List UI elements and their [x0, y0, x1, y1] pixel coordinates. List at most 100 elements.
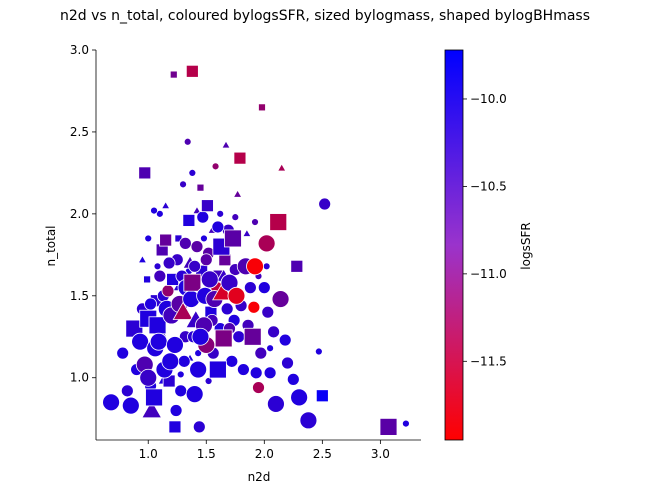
data-point-circle: [251, 218, 259, 226]
data-point-circle: [237, 363, 250, 376]
data-point-circle: [196, 210, 210, 224]
data-point-circle: [281, 356, 294, 370]
data-point-circle: [402, 419, 410, 428]
x-tick-label: 3.0: [371, 447, 390, 461]
data-point-circle: [200, 234, 208, 243]
data-point-circle: [116, 346, 130, 360]
data-point-circle: [190, 240, 204, 254]
data-point-circle: [102, 393, 120, 412]
data-point-circle: [225, 354, 239, 368]
data-point-square: [201, 199, 214, 213]
colorbar-tick-label: −10.0: [470, 92, 507, 106]
y-tick-label: 1.0: [70, 371, 89, 385]
data-point-triangle: [160, 200, 171, 210]
data-point-circle: [153, 262, 162, 271]
data-point-circle: [290, 388, 309, 407]
x-tick-label: 2.5: [313, 447, 332, 461]
data-point-circle: [155, 209, 164, 218]
data-point-square: [168, 420, 182, 434]
data-point-circle: [144, 234, 153, 243]
data-point-square: [143, 275, 151, 284]
data-point-circle: [267, 395, 285, 413]
data-point-square: [159, 233, 173, 247]
data-point-square: [182, 214, 196, 227]
data-point-square: [214, 329, 233, 348]
data-point-triangle: [192, 205, 202, 215]
data-point-circle: [176, 370, 185, 379]
x-tick-label: 1.5: [197, 447, 216, 461]
data-point-circle: [247, 300, 261, 314]
data-point-triangle: [221, 140, 231, 149]
data-point-circle: [192, 420, 206, 434]
colorbar-tick-label: −10.5: [470, 179, 507, 193]
data-point-circle: [266, 344, 275, 353]
data-point-circle: [267, 325, 280, 339]
chart-title: n2d vs n_total, coloured bylogsSFR, size…: [60, 8, 590, 24]
x-tick-label: 2.0: [255, 447, 274, 461]
data-point-square: [315, 389, 329, 403]
data-point-circle: [216, 209, 225, 218]
data-point-circle: [188, 259, 202, 273]
data-point-triangle: [172, 301, 194, 320]
data-point-circle: [188, 168, 197, 177]
data-point-circle: [231, 213, 240, 222]
data-point-circle: [162, 256, 176, 270]
data-point-triangle: [242, 228, 252, 237]
data-point-circle: [185, 385, 204, 404]
x-axis-label: n2d: [248, 470, 271, 484]
data-point-triangle: [137, 254, 148, 264]
data-point-square: [185, 64, 199, 78]
data-point-circle: [211, 162, 220, 171]
data-point-circle: [144, 297, 157, 311]
data-point-circle: [278, 333, 292, 347]
data-point-circle: [199, 253, 213, 267]
data-point-square: [243, 327, 262, 346]
data-point-circle: [220, 302, 234, 316]
colorbar-gradient: [444, 49, 464, 441]
data-point-circle: [120, 384, 134, 398]
data-point-circle: [271, 290, 290, 308]
plot-area: [102, 64, 410, 436]
data-point-circle: [314, 347, 323, 356]
data-point-triangle: [277, 163, 287, 172]
data-point-circle: [254, 346, 268, 360]
data-point-circle: [227, 286, 246, 305]
data-point-circle: [246, 257, 264, 276]
y-tick-label: 1.5: [70, 289, 89, 303]
data-point-circle: [257, 234, 276, 253]
data-point-circle: [263, 366, 277, 380]
data-point-square: [258, 103, 266, 112]
data-point-square: [224, 229, 242, 248]
data-point-circle: [161, 284, 175, 298]
data-point-square: [379, 417, 398, 436]
y-axis-label: n_total: [44, 225, 58, 266]
data-point-triangle: [141, 399, 163, 419]
x-tick-label: 1.0: [139, 447, 158, 461]
data-point-square: [233, 151, 247, 165]
data-point-square: [138, 166, 152, 180]
data-point-square: [196, 183, 205, 192]
data-point-circle: [286, 372, 300, 386]
data-point-circle: [249, 366, 263, 380]
y-tick-label: 2.5: [70, 125, 89, 139]
data-point-circle: [252, 381, 265, 394]
data-point-square: [208, 360, 227, 379]
data-point-square: [145, 388, 163, 407]
data-point-circle: [178, 236, 192, 250]
data-point-circle: [257, 281, 271, 295]
data-point-circle: [211, 220, 225, 234]
data-point-circle: [121, 396, 140, 415]
colorbar-tick-label: −11.5: [470, 354, 507, 368]
data-point-circle: [191, 327, 210, 346]
data-point-circle: [166, 336, 184, 354]
data-point-circle: [169, 404, 183, 417]
colorbar-tick-label: −11.0: [470, 267, 507, 281]
data-point-circle: [131, 332, 150, 351]
data-point-circle: [183, 137, 192, 146]
colorbar-label: logsSFR: [519, 222, 533, 269]
data-point-square: [169, 70, 178, 79]
colorbar: −10.0 −10.5 −11.0 −11.5: [444, 49, 507, 441]
data-point-circle: [200, 270, 219, 289]
data-point-square: [183, 273, 202, 292]
data-point-circle: [177, 354, 191, 368]
